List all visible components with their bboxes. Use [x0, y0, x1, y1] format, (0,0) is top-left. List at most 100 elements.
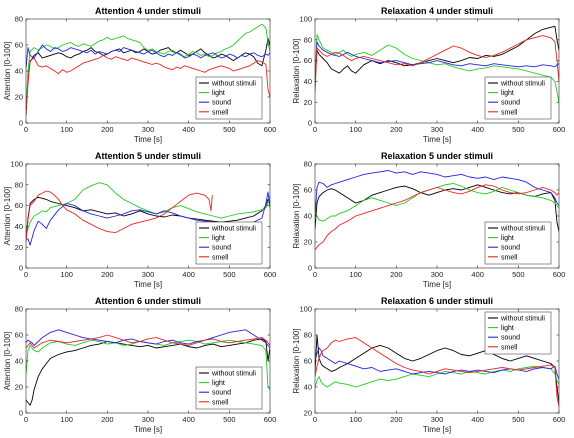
chart-title: Relaxation 5 under stimuli — [381, 151, 493, 161]
x-tick-label: 200 — [390, 270, 403, 279]
series-line-3 — [315, 347, 559, 380]
legend-entry: smell — [212, 254, 229, 261]
x-tick-label: 500 — [512, 270, 525, 279]
y-tick-label: 100 — [299, 305, 312, 314]
x-tick-label: 400 — [471, 125, 484, 134]
legend-entry: light — [212, 235, 225, 242]
x-axis-label: Time [s] — [134, 425, 162, 434]
x-tick-label: 200 — [101, 270, 114, 279]
y-axis-label: Attention [0-100] — [3, 332, 12, 391]
x-tick-label: 400 — [182, 270, 195, 279]
x-tick-label: 0 — [313, 270, 317, 279]
y-tick-label: 100 — [299, 15, 312, 24]
legend: without stimuli light sound smell — [484, 311, 552, 355]
y-tick-label: 80 — [15, 15, 23, 24]
y-tick-label: 20 — [15, 243, 23, 252]
x-tick-label: 500 — [223, 125, 236, 134]
x-tick-label: 300 — [431, 270, 444, 279]
x-tick-label: 300 — [431, 415, 444, 424]
legend-entry: sound — [212, 245, 231, 252]
series-line-1 — [26, 338, 270, 406]
x-tick-label: 500 — [512, 125, 525, 134]
x-tick-label: 100 — [349, 415, 362, 424]
series-line-4 — [315, 35, 559, 92]
x-axis-label: Time [s] — [423, 425, 451, 434]
chart-panel-6: Relaxation 6 under stimuli 0 100 200 300 400 5… — [292, 296, 565, 434]
x-tick-label: 300 — [431, 125, 444, 134]
y-tick-label: 60 — [304, 357, 312, 366]
x-axis-label: Time [s] — [134, 280, 162, 289]
y-tick-label: 0 — [19, 264, 23, 273]
x-tick-label: 0 — [24, 415, 28, 424]
series-line-3 — [315, 170, 559, 217]
series-line-4 — [26, 190, 213, 243]
y-tick-label: 0 — [19, 119, 23, 128]
x-tick-label: 100 — [349, 270, 362, 279]
x-tick-label: 400 — [471, 270, 484, 279]
legend-entry: sound — [212, 390, 231, 397]
y-tick-label: 80 — [15, 180, 23, 189]
y-tick-label: 100 — [10, 160, 23, 169]
chart-title: Relaxation 4 under stimuli — [381, 6, 493, 16]
y-tick-label: 40 — [15, 67, 23, 76]
legend: without stimuli light sound smell — [195, 366, 263, 410]
y-tick-label: 40 — [15, 222, 23, 231]
legend-entry: light — [501, 235, 514, 242]
x-tick-label: 300 — [142, 125, 155, 134]
series-line-4 — [26, 54, 270, 113]
legend-entry: sound — [212, 100, 231, 107]
x-tick-label: 500 — [512, 415, 525, 424]
x-tick-label: 100 — [60, 415, 73, 424]
series-line-4 — [315, 184, 559, 251]
legend-entry: without stimuli — [211, 371, 256, 378]
series-line-4 — [315, 337, 559, 407]
x-tick-label: 0 — [24, 270, 28, 279]
y-tick-label: 80 — [304, 35, 312, 44]
x-tick-label: 400 — [471, 415, 484, 424]
x-tick-label: 600 — [264, 415, 277, 424]
legend-entry: without stimuli — [211, 226, 256, 233]
series-line-3 — [26, 44, 270, 69]
legend-entry: without stimuli — [500, 316, 545, 323]
y-tick-label: 60 — [15, 41, 23, 50]
x-tick-label: 100 — [60, 270, 73, 279]
y-tick-label: 40 — [15, 357, 23, 366]
legend-entry: light — [501, 325, 514, 332]
series-line-3 — [315, 41, 559, 87]
x-axis-label: Time [s] — [423, 280, 451, 289]
series-line-1 — [315, 334, 559, 403]
y-tick-label: 20 — [15, 383, 23, 392]
legend-entry: sound — [501, 335, 520, 342]
x-tick-label: 300 — [142, 415, 155, 424]
legend: without stimuli light sound smell — [195, 76, 263, 120]
legend-entry: smell — [501, 344, 518, 351]
x-tick-label: 200 — [101, 415, 114, 424]
x-tick-label: 200 — [390, 125, 403, 134]
legend-entry: light — [212, 380, 225, 387]
series-line-2 — [315, 365, 559, 388]
y-axis-label: Attention [0-100] — [3, 187, 12, 246]
y-tick-label: 0 — [19, 409, 23, 418]
y-tick-label: 20 — [15, 93, 23, 102]
y-tick-label: 40 — [304, 77, 312, 86]
y-axis-label: Relaxation [0-100] — [292, 329, 301, 394]
legend-entry: light — [501, 90, 514, 97]
x-tick-label: 500 — [223, 415, 236, 424]
y-axis-label: Relaxation [0-100] — [292, 39, 301, 104]
y-tick-label: 80 — [304, 331, 312, 340]
chart-title: Relaxation 6 under stimuli — [381, 296, 493, 306]
legend-entry: without stimuli — [211, 81, 256, 88]
x-tick-label: 0 — [24, 125, 28, 134]
x-axis-label: Time [s] — [423, 135, 451, 144]
y-tick-label: 20 — [304, 409, 312, 418]
legend: without stimuli light sound smell — [484, 76, 552, 120]
series-line-3 — [26, 329, 270, 349]
y-tick-label: 40 — [304, 383, 312, 392]
legend-entry: sound — [501, 245, 520, 252]
legend: without stimuli light sound smell — [484, 221, 552, 265]
chart-title: Attention 4 under stimuli — [95, 6, 201, 16]
